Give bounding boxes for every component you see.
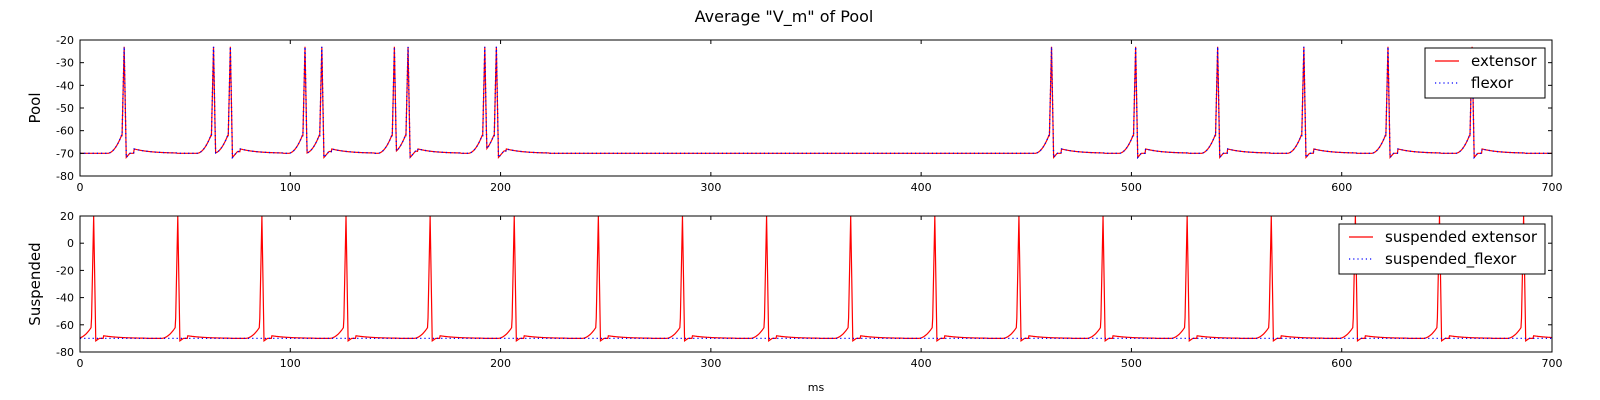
y-tick-label: 0 (67, 237, 74, 250)
legend: extensor flexor (1424, 47, 1546, 99)
panel-pool: 0 100 200 300 400 500 600 700 -80 -70 -60 -50 -40 -30… (26, 34, 1563, 194)
panel-suspended: 0 100 200 300 400 500 600 700 -80 -60 -40 -20 0 20 Sus… (26, 210, 1563, 394)
x-tick-label: 600 (1331, 357, 1352, 370)
y-tick-label: 20 (60, 210, 74, 223)
y-tick-label: -60 (56, 319, 74, 332)
x-tick-label: 500 (1121, 181, 1142, 194)
y-tick-label: -20 (56, 264, 74, 277)
y-tick-label: -80 (56, 346, 74, 359)
x-tick-label: 200 (490, 357, 511, 370)
series-line-flexor (80, 46, 1552, 160)
x-tick-label: 100 (280, 357, 301, 370)
legend-label: suspended extensor (1385, 228, 1538, 246)
legend-box (1338, 223, 1546, 275)
y-axis-label: Suspended (26, 242, 44, 325)
x-tick-label: 0 (77, 181, 84, 194)
y-tick-label: -30 (56, 57, 74, 70)
axes-frame (79, 215, 1553, 353)
x-axis-label: ms (808, 381, 825, 394)
legend: suspended extensor suspended_flexor (1338, 223, 1546, 275)
legend-label: extensor (1471, 52, 1537, 70)
legend-box (1424, 47, 1546, 99)
y-tick-label: -40 (56, 79, 74, 92)
x-tick-label: 600 (1331, 181, 1352, 194)
y-tick-label: -20 (56, 34, 74, 47)
y-tick-label: -70 (56, 147, 74, 160)
figure-title: Average "V_m" of Pool (695, 7, 874, 27)
x-tick-label: 300 (700, 181, 721, 194)
legend-label: flexor (1471, 74, 1514, 92)
x-tick-label: 300 (700, 357, 721, 370)
x-tick-label: 100 (280, 181, 301, 194)
y-tick-label: -40 (56, 292, 74, 305)
y-tick-label: -60 (56, 125, 74, 138)
x-tick-label: 700 (1542, 357, 1563, 370)
x-tick-label: 700 (1542, 181, 1563, 194)
x-tick-label: 400 (911, 357, 932, 370)
y-axis-label: Pool (26, 92, 44, 123)
y-tick-label: -50 (56, 102, 74, 115)
x-tick-label: 500 (1121, 357, 1142, 370)
y-tick-label: -80 (56, 170, 74, 183)
x-tick-label: 0 (77, 357, 84, 370)
x-tick-label: 400 (911, 181, 932, 194)
legend-label: suspended_flexor (1385, 250, 1517, 269)
x-tick-label: 200 (490, 181, 511, 194)
